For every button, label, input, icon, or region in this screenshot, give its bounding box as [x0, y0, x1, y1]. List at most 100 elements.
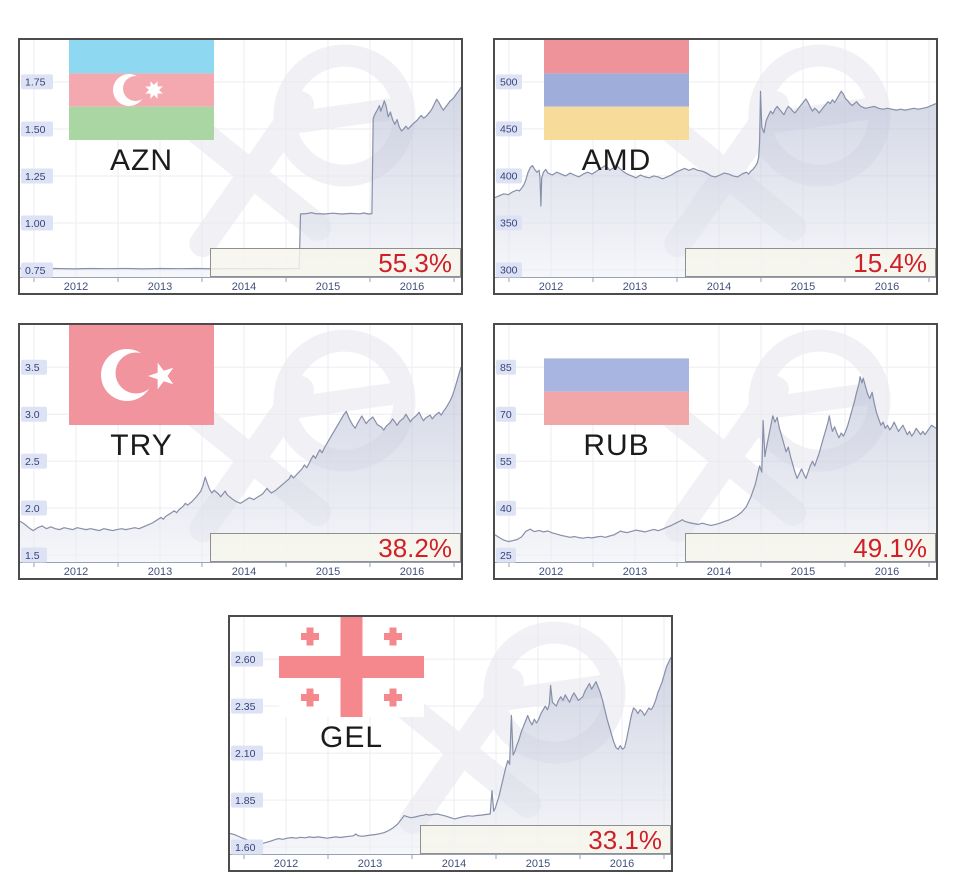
svg-text:2.0: 2.0 [25, 503, 40, 515]
svg-text:25: 25 [500, 550, 512, 562]
series-area [230, 657, 671, 854]
currency-code-label: TRY [110, 429, 173, 462]
svg-text:1.60: 1.60 [235, 842, 256, 854]
svg-text:40: 40 [500, 503, 512, 515]
svg-text:2012: 2012 [64, 566, 88, 578]
chart-panel-try: 2012 2013 2014 2015 2016 1.5 2.0 2.5 3.0 3.5… [18, 323, 463, 580]
svg-text:2.5: 2.5 [25, 456, 40, 468]
svg-text:400: 400 [500, 171, 518, 183]
svg-text:2014: 2014 [707, 281, 731, 293]
svg-text:2014: 2014 [232, 566, 256, 578]
svg-text:2014: 2014 [232, 281, 256, 293]
svg-text:85: 85 [500, 362, 512, 374]
svg-text:55: 55 [500, 456, 512, 468]
change-percent-value: 38.2% [378, 532, 452, 563]
y-axis-labels: 25 40 55 70 85 [496, 359, 516, 563]
series-area [20, 87, 461, 277]
change-percent-badge: 55.3% [210, 248, 461, 277]
svg-text:2014: 2014 [707, 566, 731, 578]
x-axis-labels: 2012 2013 2014 2015 2016 [274, 858, 634, 870]
svg-text:1.85: 1.85 [235, 795, 256, 807]
currency-code-label: RUB [583, 429, 650, 462]
azerbaijan-flag-icon [69, 40, 214, 140]
chart-panel-amd: 2012 2013 2014 2015 2016 300 350 400 450 500… [493, 38, 938, 295]
series-line [495, 376, 936, 543]
series-area [495, 91, 936, 277]
svg-text:300: 300 [500, 265, 518, 277]
svg-text:2013: 2013 [623, 566, 647, 578]
rub-exchange-rate-plot: 2012 2013 2014 2015 2016 25 40 55 70 85 [495, 325, 936, 578]
svg-text:2016: 2016 [610, 858, 634, 870]
y-axis-labels: 1.5 2.0 2.5 3.0 3.5 [21, 359, 47, 563]
svg-text:1.50: 1.50 [25, 124, 46, 136]
x-axis [20, 562, 461, 567]
svg-text:500: 500 [500, 77, 518, 89]
svg-text:2016: 2016 [400, 566, 424, 578]
change-percent-badge: 33.1% [420, 825, 671, 854]
x-axis [230, 854, 671, 859]
russia-flag-icon [544, 325, 689, 425]
svg-text:2012: 2012 [274, 858, 298, 870]
svg-text:2016: 2016 [875, 281, 899, 293]
svg-text:2015: 2015 [526, 858, 550, 870]
chart-panel-azn: 2012 2013 2014 2015 2016 0.75 1.00 1.25 1.50… [18, 38, 463, 295]
svg-text:2015: 2015 [316, 281, 340, 293]
series-line [20, 367, 461, 532]
svg-text:2.60: 2.60 [235, 654, 256, 666]
amd-exchange-rate-plot: 2012 2013 2014 2015 2016 300 350 400 450 500 [495, 40, 936, 293]
svg-text:2016: 2016 [400, 281, 424, 293]
svg-text:2015: 2015 [791, 566, 815, 578]
svg-text:2013: 2013 [358, 858, 382, 870]
chart-panel-gel: 2012 2013 2014 2015 2016 1.60 1.85 2.10 2.35… [228, 615, 673, 872]
azn-exchange-rate-plot: 2012 2013 2014 2015 2016 0.75 1.00 1.25 1.50… [20, 40, 461, 293]
georgia-flag-icon [279, 617, 424, 717]
currency-code-label: GEL [319, 721, 384, 754]
svg-text:2013: 2013 [623, 281, 647, 293]
y-axis-labels: 0.75 1.00 1.25 1.50 1.75 [21, 74, 53, 278]
x-axis-labels: 2012 2013 2014 2015 2016 [64, 281, 424, 293]
svg-text:2.35: 2.35 [235, 701, 256, 713]
svg-text:3.0: 3.0 [25, 409, 40, 421]
x-axis-labels: 2012 2013 2014 2015 2016 [64, 566, 424, 578]
series-area [495, 376, 936, 562]
change-percent-badge: 15.4% [685, 248, 936, 277]
svg-text:450: 450 [500, 124, 518, 136]
svg-text:70: 70 [500, 409, 512, 421]
x-axis [495, 277, 936, 282]
svg-text:2015: 2015 [791, 281, 815, 293]
svg-text:2016: 2016 [875, 566, 899, 578]
change-percent-value: 55.3% [378, 247, 452, 278]
chart-panel-rub: 2012 2013 2014 2015 2016 25 40 55 70 85 RUB … [493, 323, 938, 580]
change-percent-value: 49.1% [853, 532, 927, 563]
series-line [495, 90, 936, 207]
currency-code-label: AZN [110, 144, 173, 177]
x-axis-labels: 2012 2013 2014 2015 2016 [539, 566, 899, 578]
series-line [230, 656, 671, 845]
svg-text:1.75: 1.75 [25, 77, 46, 89]
y-axis-labels: 1.60 1.85 2.10 2.35 2.60 [231, 651, 263, 855]
armenia-flag-icon [544, 40, 689, 140]
x-axis [20, 277, 461, 282]
svg-text:2015: 2015 [316, 566, 340, 578]
svg-text:1.25: 1.25 [25, 171, 46, 183]
svg-text:2012: 2012 [539, 281, 563, 293]
svg-text:2013: 2013 [148, 566, 172, 578]
change-percent-value: 15.4% [853, 247, 927, 278]
svg-text:1.5: 1.5 [25, 550, 40, 562]
turkey-flag-icon [69, 325, 214, 425]
svg-text:2012: 2012 [539, 566, 563, 578]
x-axis-labels: 2012 2013 2014 2015 2016 [539, 281, 899, 293]
y-axis-labels: 300 350 400 450 500 [496, 74, 522, 278]
svg-text:0.75: 0.75 [25, 265, 46, 277]
series-area [20, 367, 461, 562]
change-percent-badge: 49.1% [685, 533, 936, 562]
change-percent-badge: 38.2% [210, 533, 461, 562]
svg-text:2.10: 2.10 [235, 748, 256, 760]
svg-text:2013: 2013 [148, 281, 172, 293]
svg-text:2012: 2012 [64, 281, 88, 293]
svg-text:3.5: 3.5 [25, 362, 40, 374]
svg-text:2014: 2014 [442, 858, 466, 870]
change-percent-value: 33.1% [588, 824, 662, 855]
x-axis [495, 562, 936, 567]
